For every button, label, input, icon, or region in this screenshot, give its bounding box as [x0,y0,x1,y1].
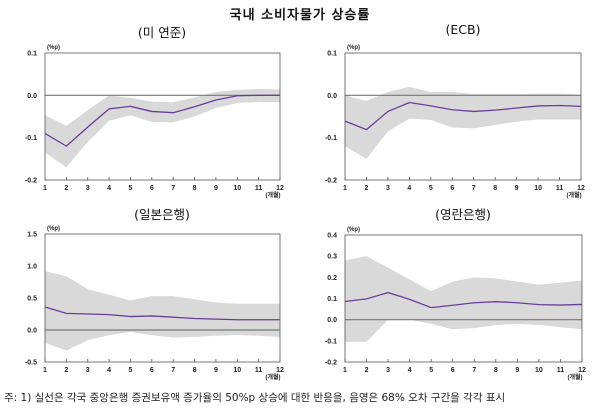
y-tick-label: -0.2 [325,360,337,367]
x-tick-label: 9 [214,185,218,192]
x-tick-label: 6 [451,367,455,374]
y-tick-label: -0.1 [325,135,337,142]
x-tick-label: 6 [450,185,454,192]
x-tick-label: 9 [515,367,519,374]
y-tick-label: 1.0 [27,264,37,271]
x-tick-label: 11 [556,185,564,192]
x-tick-label: 10 [233,185,241,192]
x-tick-label: 8 [193,367,197,374]
y-tick-label: 0.1 [327,51,337,58]
x-tick-label: 1 [343,185,347,192]
response-line [44,94,280,147]
y-tick-label: 0.3 [327,254,337,261]
y-tick-label: -0.2 [25,178,37,185]
y-tick-label: -0.1 [25,135,37,142]
y-tick-label: 0.2 [327,275,337,282]
x-tick-label: 1 [43,367,47,374]
x-tick-label: 1 [343,367,347,374]
x-tick-label: 10 [233,367,241,374]
x-tick-label: 10 [535,367,543,374]
x-unit-label: (개월) [566,191,581,199]
error-band [345,86,581,159]
x-unit-label: (개월) [265,373,280,381]
y-unit-label: (%p) [47,226,60,232]
x-tick-label: 2 [64,185,68,192]
y-tick-label: 0.0 [27,93,37,100]
panel-2: 1.51.00.50.0-0.51 2 3 4 5 6 7 8 9 10 11 12(%p)(개월) [25,226,284,381]
x-tick-label: 3 [386,185,390,192]
x-tick-label: 8 [493,185,497,192]
error-band [45,271,280,351]
panel-title-boj: (일본은행) [134,207,190,222]
x-tick-label: 2 [365,185,369,192]
panel-0: 0.10.0-0.1-0.21 2 3 4 5 6 7 8 9 10 11 12(%p)(개월) [25,45,284,199]
plot-frame [44,233,281,363]
x-tick-label: 11 [255,367,263,374]
x-tick-label: 4 [408,367,412,374]
plot-frame [44,52,281,181]
response-line [44,306,280,321]
y-tick-label: 0.0 [327,317,337,324]
y-unit-label: (%p) [347,227,360,233]
x-tick-label: 5 [129,367,133,374]
panel-title-fed: (미 연준) [137,25,187,40]
x-tick-label: 9 [515,185,519,192]
panel-title-boe: (영란은행) [435,207,491,222]
x-tick-label: 3 [86,367,90,374]
error-band [345,256,582,342]
x-tick-label: 12 [578,367,586,374]
x-tick-label: 1 [43,185,47,192]
error-band [45,88,280,168]
x-tick-label: 11 [255,185,263,192]
x-tick-label: 3 [386,367,390,374]
x-tick-label: 9 [214,367,218,374]
x-tick-label: 4 [107,367,111,374]
main-title: 국내 소비자물가 상승률 [229,8,371,23]
panel-title-ecb: (ECB) [445,22,481,37]
x-tick-label: 5 [129,185,133,192]
x-tick-label: 12 [577,185,585,192]
x-tick-label: 4 [407,185,411,192]
x-tick-label: 5 [429,185,433,192]
y-tick-label: -0.2 [325,178,337,185]
y-unit-label: (%p) [47,45,60,51]
x-tick-label: 8 [193,185,197,192]
y-tick-label: -0.5 [25,360,37,367]
x-unit-label: (개월) [265,191,280,199]
x-tick-label: 12 [276,367,284,374]
x-tick-label: 10 [534,185,542,192]
plot-frame [344,52,582,181]
y-tick-label: 0.1 [327,296,337,303]
y-unit-label: (%p) [347,45,360,51]
y-tick-label: 1.5 [27,232,37,239]
footnote: 주: 1) 실선은 각국 중앙은행 증권보유액 증가율의 50%p 상승에 대한… [4,392,506,404]
x-unit-label: (개월) [567,373,582,381]
x-tick-label: 6 [150,367,154,374]
x-tick-label: 4 [107,185,111,192]
x-tick-label: 5 [429,367,433,374]
x-tick-label: 6 [150,185,154,192]
y-tick-label: 0.0 [27,328,37,335]
x-tick-label: 7 [171,367,175,374]
panel-3: 0.40.30.20.10.0-0.1-0.21 2 3 4 5 6 7 8 9 10 11 12(%… [325,227,586,381]
x-tick-label: 2 [365,367,369,374]
x-tick-label: 7 [472,367,476,374]
y-tick-label: 0.1 [27,51,37,58]
response-line [344,291,583,309]
y-tick-label: 0.0 [327,93,337,100]
x-tick-label: 8 [494,367,498,374]
x-tick-label: 3 [86,185,90,192]
y-tick-label: 0.4 [327,233,337,240]
y-tick-label: -0.1 [325,338,337,345]
x-tick-label: 11 [557,367,565,374]
plot-frame [344,234,583,363]
y-tick-label: 0.5 [27,296,37,303]
x-tick-label: 2 [64,367,68,374]
response-line [344,101,582,131]
panel-1: 0.10.0-0.1-0.21 2 3 4 5 6 7 8 9 10 11 12(%p)(개월) [325,45,585,199]
x-tick-label: 7 [171,185,175,192]
x-tick-label: 12 [276,185,284,192]
x-tick-label: 7 [472,185,476,192]
